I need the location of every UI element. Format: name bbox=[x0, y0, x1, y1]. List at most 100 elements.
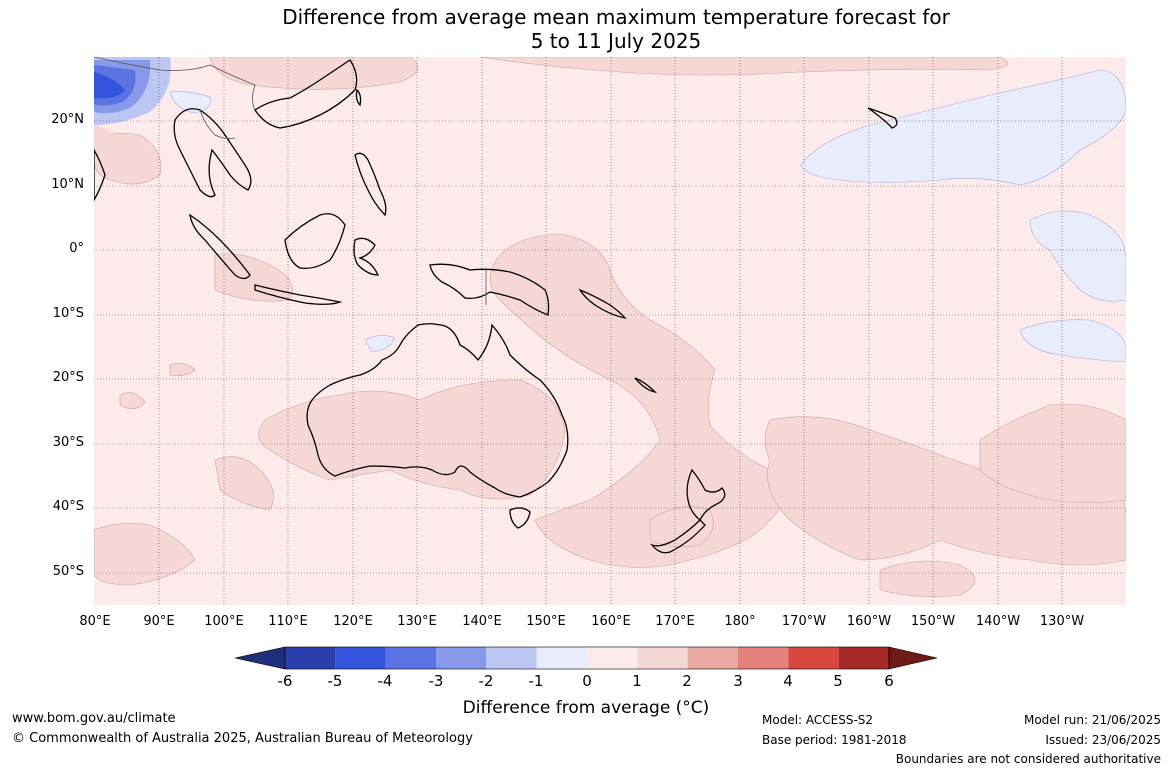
lat-label: 10°S bbox=[52, 306, 84, 321]
lon-label: 100°E bbox=[204, 614, 244, 629]
java-coast bbox=[254, 284, 343, 305]
indochina-coast bbox=[173, 108, 252, 198]
taiwan-coast bbox=[355, 88, 362, 107]
warm-region-small-2 bbox=[119, 392, 146, 410]
colorbar-tick: 6 bbox=[884, 672, 894, 690]
lon-label: 160°W bbox=[846, 614, 892, 629]
lon-label: 80°E bbox=[79, 614, 111, 629]
colorbar-swatch bbox=[486, 647, 537, 669]
colorbar-tick: 4 bbox=[783, 672, 793, 690]
map-field bbox=[94, 57, 1126, 605]
warm-anomaly-regions bbox=[94, 57, 1126, 597]
colorbar-swatch bbox=[637, 647, 688, 669]
colorbar-frame bbox=[284, 646, 890, 670]
cool-region-north-pacific bbox=[799, 69, 1126, 186]
warm-region-north bbox=[209, 57, 419, 90]
colorbar-tick: 2 bbox=[682, 672, 692, 690]
colorbar-swatch bbox=[536, 647, 587, 669]
lat-label: 40°S bbox=[52, 499, 84, 514]
lon-label: 140°E bbox=[462, 614, 502, 629]
cold-anomaly-corner bbox=[94, 57, 171, 148]
lon-label: 120°E bbox=[333, 614, 373, 629]
hawaii-coast bbox=[867, 107, 898, 129]
lat-label: 30°S bbox=[52, 435, 84, 450]
warm-region-se-pacific-2 bbox=[879, 560, 976, 597]
colorbar-tick: -3 bbox=[428, 672, 444, 690]
graticule bbox=[94, 57, 1126, 605]
warm-region-png-coral-sea bbox=[489, 233, 786, 568]
issued-text: Issued: 23/06/2025 bbox=[1045, 733, 1161, 747]
warm-region-east-pacific bbox=[979, 403, 1126, 503]
title-line-2: 5 to 11 July 2025 bbox=[530, 29, 702, 53]
colorbar-tick: -6 bbox=[277, 672, 293, 690]
colorbar-swatch bbox=[788, 647, 839, 669]
colorbar-tick: -4 bbox=[377, 672, 393, 690]
lon-label: 160°E bbox=[591, 614, 631, 629]
colorbar-swatch bbox=[738, 647, 789, 669]
colorbar-extend-low bbox=[234, 646, 286, 670]
warm-region-indian-ocean bbox=[94, 523, 196, 586]
colorbar-tick: 0 bbox=[582, 672, 592, 690]
australia-coast bbox=[306, 323, 569, 498]
warm-region-tasman bbox=[649, 506, 714, 547]
colorbar bbox=[234, 646, 938, 670]
colorbar-tick: -1 bbox=[528, 672, 544, 690]
india-coast bbox=[94, 148, 106, 202]
lon-label: 150°E bbox=[526, 614, 566, 629]
cool-anomaly-regions bbox=[169, 69, 1126, 363]
warm-region-south-pacific bbox=[764, 416, 1126, 566]
borneo-coast bbox=[284, 213, 346, 269]
cool-region-arafura bbox=[364, 335, 396, 353]
philippines-coast bbox=[354, 152, 387, 217]
new-caledonia-coast bbox=[634, 377, 657, 394]
colorbar-label: Difference from average (°C) bbox=[462, 698, 710, 718]
base-period-text: Base period: 1981-2018 bbox=[762, 733, 907, 747]
copyright-text: © Commonwealth of Australia 2025, Austra… bbox=[12, 731, 473, 746]
tasmania-coast bbox=[509, 507, 531, 529]
country-borders bbox=[94, 57, 487, 305]
solomons-coast bbox=[578, 288, 627, 319]
lon-label: 130°W bbox=[1039, 614, 1085, 629]
lon-label: 130°E bbox=[397, 614, 437, 629]
lon-label: 170°E bbox=[655, 614, 695, 629]
warm-region-west-australia-ocean bbox=[214, 456, 274, 511]
model-run-text: Model run: 21/06/2025 bbox=[1023, 713, 1161, 727]
new-guinea-coast bbox=[429, 263, 550, 316]
lon-label: 90°E bbox=[143, 614, 175, 629]
nz-south-coast bbox=[650, 519, 706, 554]
map-title: Difference from average mean maximum tem… bbox=[0, 5, 1173, 53]
model-text: Model: ACCESS-S2 bbox=[762, 713, 874, 727]
cool-region-vietnam bbox=[169, 91, 212, 114]
lon-label: 180° bbox=[724, 614, 756, 629]
colorbar-swatch bbox=[385, 647, 436, 669]
lat-label: 50°S bbox=[52, 564, 84, 579]
nz-north-coast bbox=[686, 468, 726, 522]
lat-label: 0° bbox=[69, 241, 84, 256]
lat-label: 10°N bbox=[51, 177, 84, 192]
colorbar-extend-high bbox=[888, 646, 938, 670]
colorbar-tick: -2 bbox=[478, 672, 494, 690]
colorbar-swatch bbox=[687, 647, 738, 669]
lon-label: 110°E bbox=[268, 614, 308, 629]
colorbar-swatch bbox=[587, 647, 638, 669]
lon-label: 170°W bbox=[781, 614, 827, 629]
colorbar-swatch bbox=[285, 647, 336, 669]
coastlines bbox=[94, 59, 898, 554]
colorbar-tick: 3 bbox=[733, 672, 743, 690]
cool-region-central-pacific bbox=[1029, 210, 1126, 302]
colorbar-tick: -5 bbox=[327, 672, 343, 690]
title-line-1: Difference from average mean maximum tem… bbox=[282, 5, 950, 29]
warm-region-north-pacific bbox=[479, 57, 1009, 76]
lat-label: 20°N bbox=[51, 112, 84, 127]
warm-region-australia bbox=[258, 379, 566, 500]
sumatra-coast bbox=[189, 213, 251, 280]
colorbar-swatch bbox=[335, 647, 386, 669]
colorbar-swatch bbox=[436, 647, 487, 669]
colorbar-tick: 1 bbox=[632, 672, 642, 690]
website-link[interactable]: www.bom.gov.au/climate bbox=[12, 711, 176, 726]
disclaimer-text: Boundaries are not considered authoritat… bbox=[895, 752, 1161, 766]
colorbar-tick: 5 bbox=[833, 672, 843, 690]
colorbar-swatch bbox=[838, 647, 889, 669]
sulawesi-coast bbox=[353, 237, 380, 276]
